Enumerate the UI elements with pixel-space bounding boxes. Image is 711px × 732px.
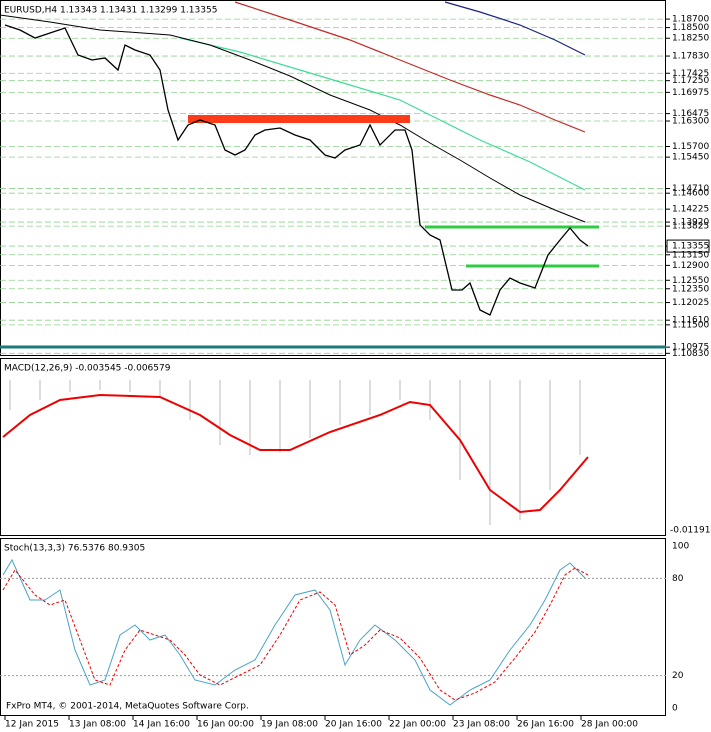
price-tick-label: 1.13825 [672, 222, 709, 232]
stoch-level-label: 20 [672, 671, 684, 681]
price-tick-label: 1.12900 [672, 261, 709, 271]
price-line [4, 24, 589, 316]
macd-title: MACD(12,26,9) -0.003545 -0.006579 [4, 364, 171, 374]
price-tick-label: 1.15450 [672, 153, 709, 163]
ma-red [234, 1, 586, 133]
symbol-header: EURUSD,H4 1.13343 1.13431 1.13299 1.1335… [4, 6, 217, 16]
time-label: 26 Jan 16:00 [517, 720, 574, 730]
stoch-pane [0, 538, 666, 716]
time-label: 22 Jan 00:00 [389, 720, 446, 730]
price-tick-label: 1.17250 [672, 76, 709, 86]
macd-pane [0, 358, 666, 536]
price-tick-label: 1.17830 [672, 52, 709, 62]
price-tick-label: 1.18500 [672, 23, 709, 33]
price-tick-label: 1.16475 [672, 109, 709, 119]
price-tick-label: 1.18250 [672, 34, 709, 44]
price-tick-label: 1.16300 [672, 117, 709, 127]
price-tick-label: 1.17425 [672, 69, 709, 79]
time-label: 19 Jan 08:00 [261, 720, 318, 730]
footer: FxPro MT4, © 2001-2014, MetaQuotes Softw… [6, 702, 249, 712]
price-tick-label: 1.14600 [672, 189, 709, 199]
macd-histogram [9, 380, 581, 525]
price-tick-label: 1.16975 [672, 88, 709, 98]
macd-signal [2, 393, 589, 514]
price-tick-label: 1.13150 [672, 250, 709, 260]
price-tick-label: 1.11610 [672, 316, 709, 326]
price-tick-label: 1.13920 [672, 218, 709, 228]
price-tick-label: 1.13355 [672, 242, 709, 252]
time-label: 12 Jan 2015 [5, 720, 59, 730]
price-tick-label: 1.18700 [672, 15, 709, 25]
time-label: 20 Jan 16:00 [325, 720, 382, 730]
time-label: 23 Jan 08:00 [453, 720, 510, 730]
current-price-box [666, 239, 710, 253]
ma-green [179, 37, 586, 191]
price-tick-label: 1.12025 [672, 298, 709, 308]
time-label: 16 Jan 00:00 [197, 720, 254, 730]
stoch-level-label: 80 [672, 574, 684, 584]
price-tick-label: 1.15700 [672, 142, 709, 152]
ma-black [0, 14, 586, 223]
price-tick-label: 1.10975 [672, 343, 709, 353]
price-tick-label: 1.11500 [672, 320, 709, 330]
stoch-main [2, 558, 586, 706]
macd-axis-label: -0.011914 [670, 526, 711, 536]
time-label: 13 Jan 08:00 [69, 720, 126, 730]
price-tick-label: 1.10830 [672, 349, 709, 359]
price-tick-label: 1.14225 [672, 205, 709, 215]
time-label: 14 Jan 16:00 [133, 720, 190, 730]
price-tick-label: 1.12350 [672, 284, 709, 294]
resistance-zone [188, 115, 410, 123]
price-tick-label: 1.14710 [672, 184, 709, 194]
stoch-signal [2, 567, 589, 701]
ma-blue [444, 1, 586, 56]
stoch-title: Stoch(13,3,3) 76.5376 80.9305 [4, 544, 145, 554]
stoch-level-label: 0 [672, 704, 678, 714]
time-label: 28 Jan 00:00 [581, 720, 638, 730]
price-tick-label: 1.12550 [672, 276, 709, 286]
price-pane [0, 0, 666, 356]
stoch-level-label: 100 [672, 542, 689, 552]
